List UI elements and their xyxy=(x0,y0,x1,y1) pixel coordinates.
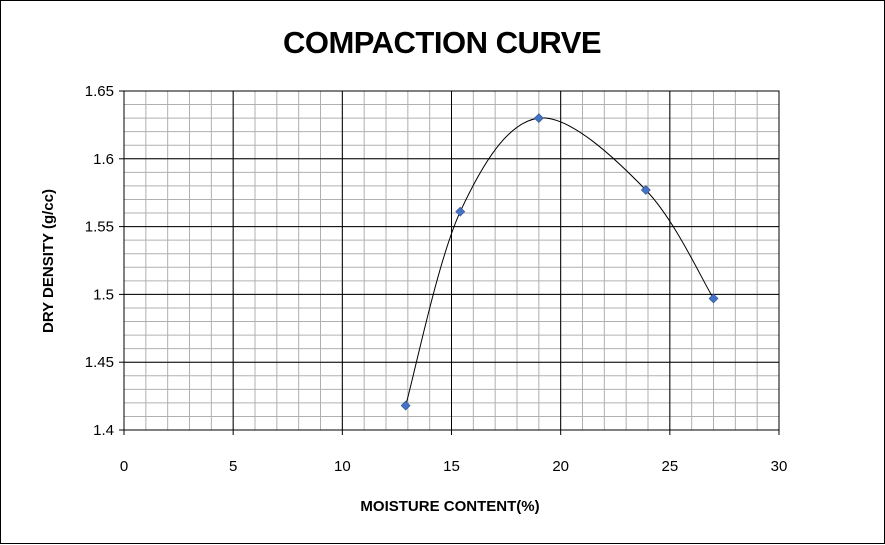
y-tick-label: 1.5 xyxy=(93,286,114,303)
x-tick-label: 25 xyxy=(661,458,678,475)
x-tick-label: 15 xyxy=(443,458,460,475)
x-tick-label: 20 xyxy=(552,458,569,475)
data-point xyxy=(640,185,651,195)
data-point xyxy=(533,113,544,124)
x-tick-label: 30 xyxy=(771,458,788,475)
x-tick-label: 10 xyxy=(334,458,351,475)
y-tick-label: 1.6 xyxy=(93,151,114,168)
major-gridlines xyxy=(123,90,780,431)
x-tick-label: 5 xyxy=(229,458,237,475)
chart-title: COMPACTION CURVE xyxy=(283,25,601,60)
y-tick-label: 1.65 xyxy=(85,83,114,100)
data-point xyxy=(400,400,411,411)
y-tick-label: 1.4 xyxy=(93,422,114,439)
data-point xyxy=(455,206,466,217)
y-tick-label: 1.55 xyxy=(85,219,114,236)
x-tick-label: 0 xyxy=(120,458,128,475)
data-point xyxy=(708,293,719,304)
x-axis-title: MOISTURE CONTENT(%) xyxy=(360,498,539,515)
data-markers xyxy=(400,113,719,411)
y-axis-title: DRY DENSITY (g/cc) xyxy=(40,189,57,333)
x-axis-ticks: 0 5 10 15 20 25 30 xyxy=(120,430,788,475)
y-tick-label: 1.45 xyxy=(85,354,114,371)
y-axis-ticks: 1.4 1.45 1.5 1.55 1.6 1.65 xyxy=(85,83,124,439)
